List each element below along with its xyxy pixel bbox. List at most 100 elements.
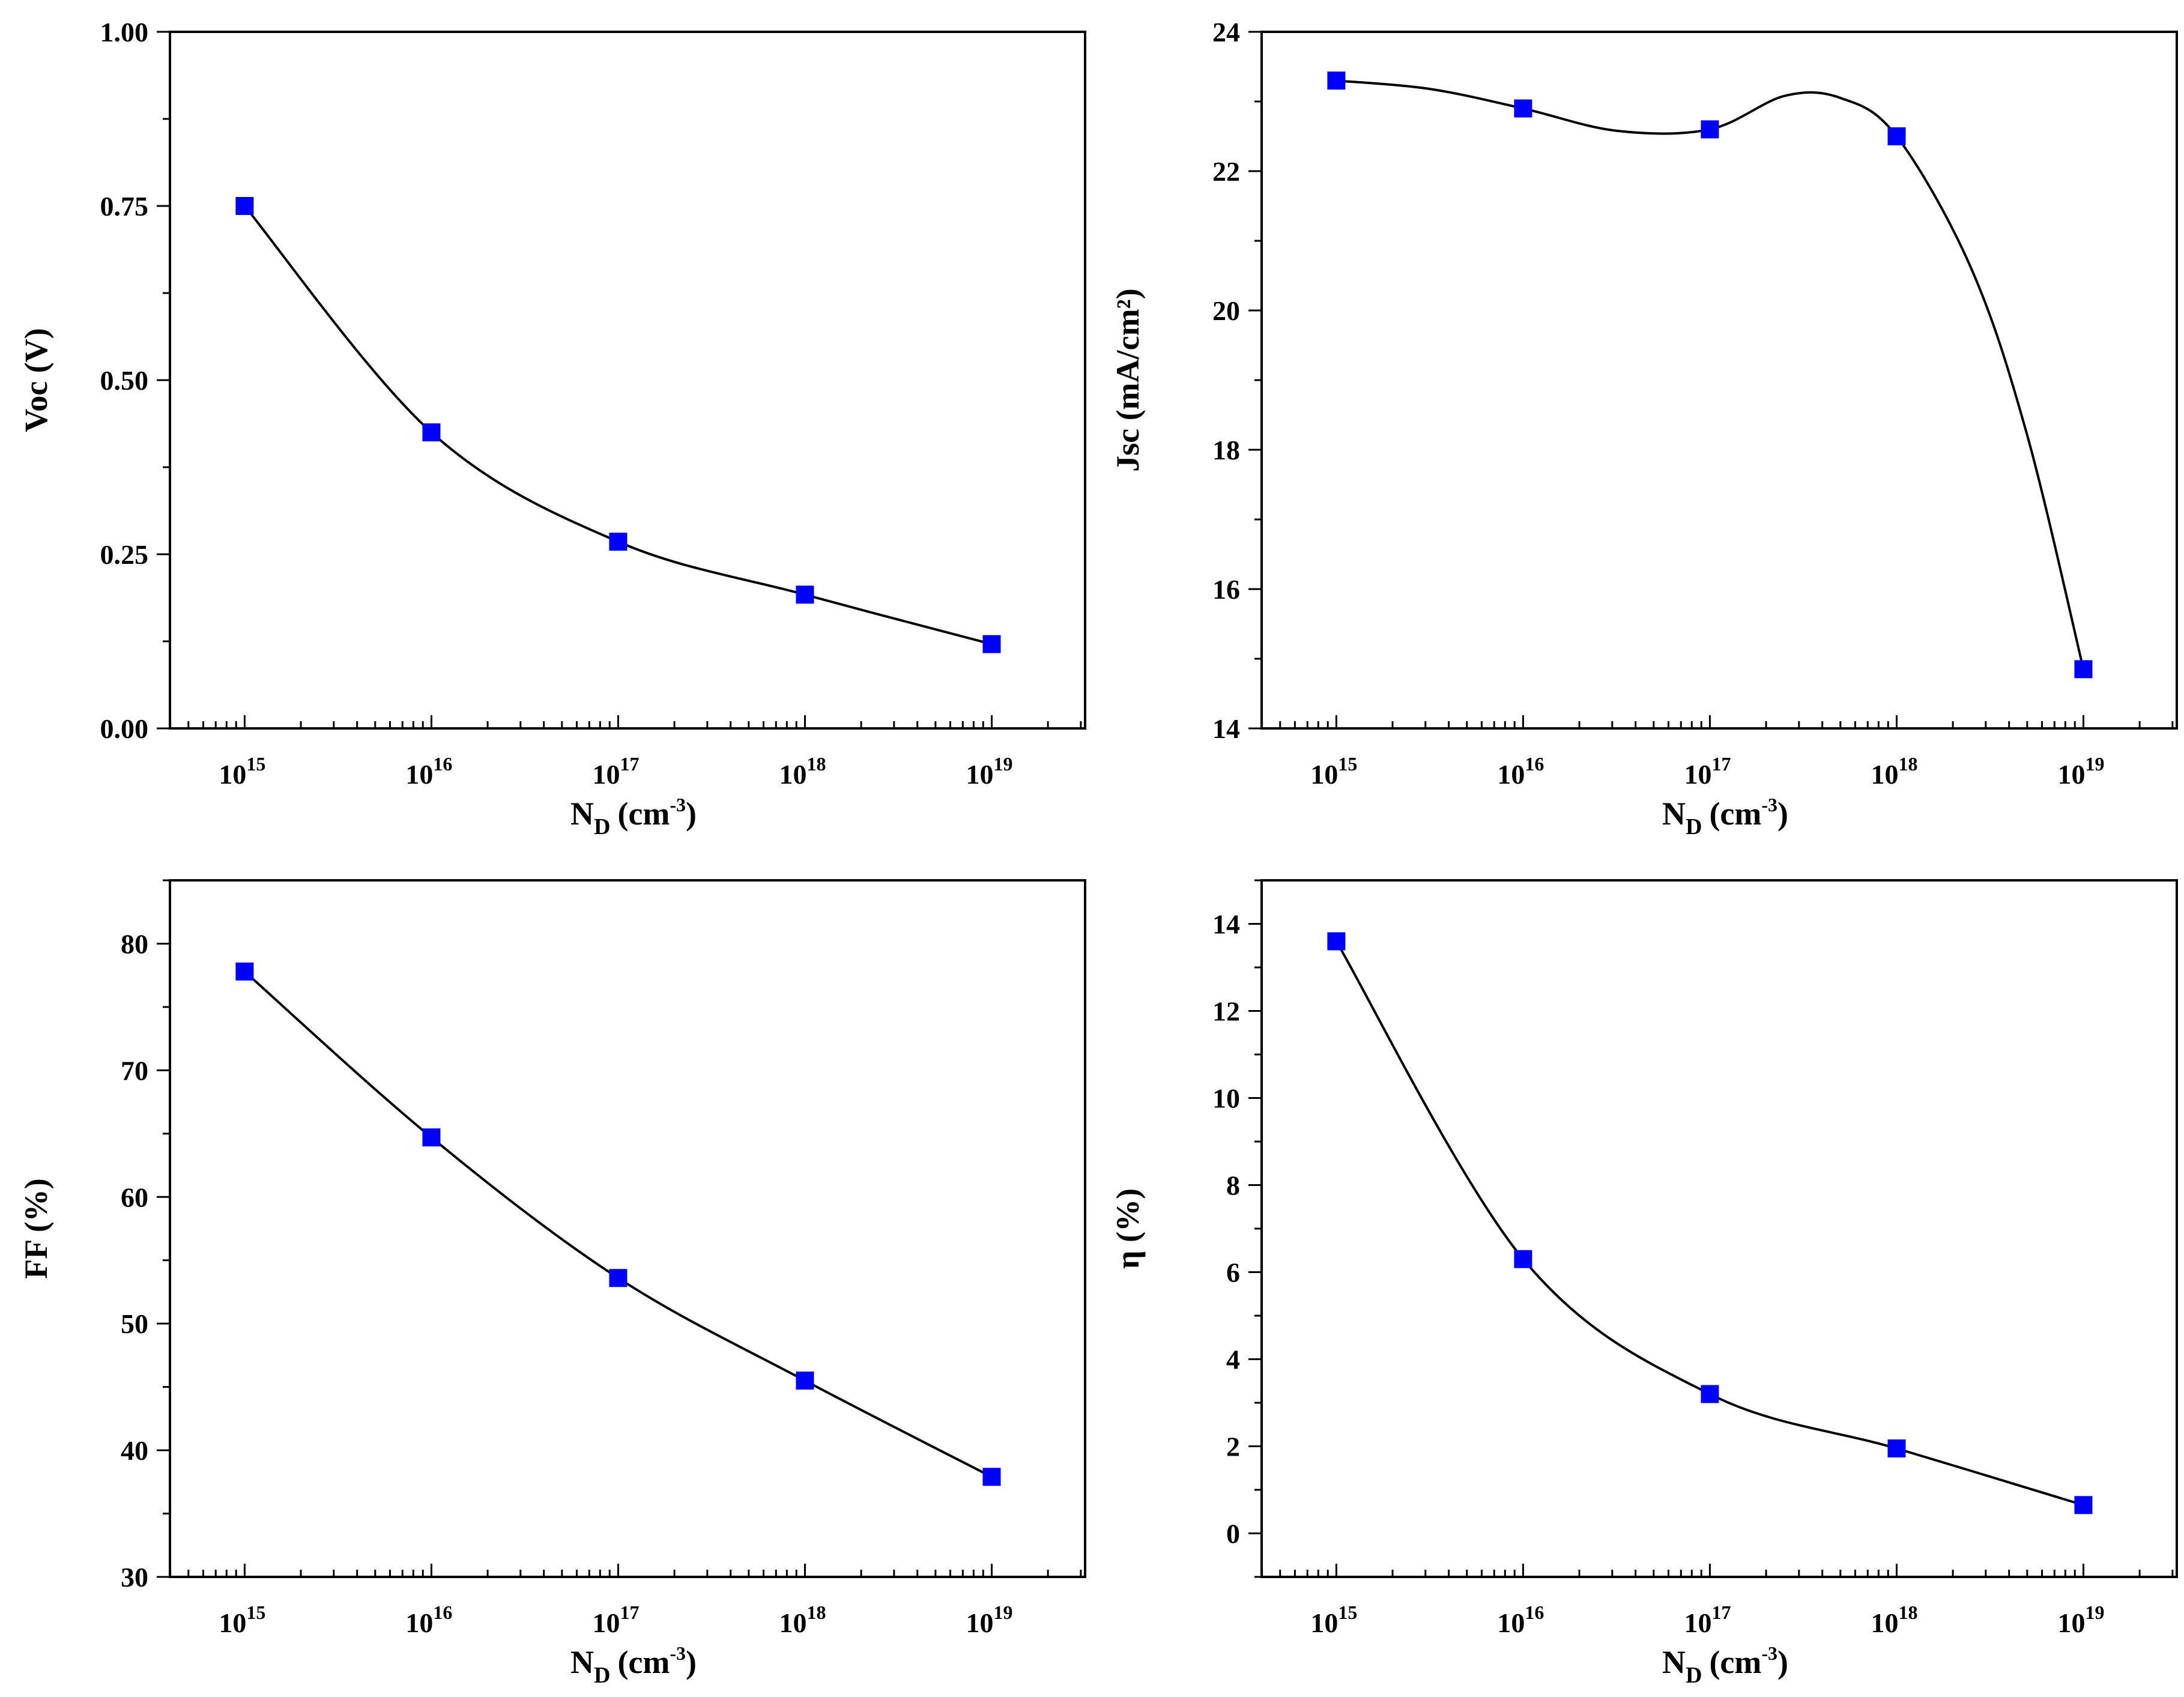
x-tick-label: 1017 (592, 1602, 639, 1638)
x-tick-exponent: 16 (433, 753, 452, 775)
data-point (1327, 71, 1346, 90)
x-tick-base: 10 (405, 1608, 433, 1638)
x-tick-exponent: 16 (433, 1602, 452, 1623)
x-tick-label: 1016 (1497, 1602, 1544, 1638)
data-point (796, 585, 814, 604)
data-markers (235, 962, 1001, 1486)
x-tick-label: 1015 (219, 1602, 265, 1638)
x-tick-base: 10 (2057, 759, 2085, 790)
x-tick-base: 10 (219, 759, 246, 790)
x-axis-title-sub: D (1686, 814, 1702, 839)
y-tick-label: 10 (1212, 1083, 1240, 1114)
x-tick-exponent: 17 (620, 1602, 639, 1623)
x-tick-base: 10 (1684, 1608, 1711, 1638)
y-axis-ticks (157, 31, 170, 730)
plot-frame (1260, 31, 2178, 730)
x-axis-title-main: N (570, 796, 594, 832)
x-axis-title: ND (cm-3) (570, 794, 697, 839)
data-point (235, 962, 254, 981)
x-tick-exponent: 18 (1898, 1602, 1917, 1623)
data-point (422, 1128, 441, 1147)
series-line (1336, 79, 2085, 670)
x-tick-label: 1015 (219, 753, 265, 790)
y-axis-title: Jsc (mA/cm²) (1110, 288, 1146, 472)
x-tick-exponent: 19 (993, 753, 1012, 775)
y-tick-label: 22 (1212, 156, 1240, 187)
x-axis-title-close: ) (686, 796, 697, 832)
data-point (982, 1468, 1001, 1486)
data-point (1887, 127, 1906, 145)
data-point (2074, 1496, 2093, 1514)
x-tick-exponent: 19 (993, 1602, 1012, 1623)
data-point (609, 1269, 628, 1287)
y-axis-tick-labels: 0 2 4 6 8 10 12 14 (1212, 909, 1240, 1549)
x-axis-title-sup: -3 (670, 794, 686, 815)
y-tick-label: 50 (121, 1308, 148, 1339)
x-axis-tick-labels: 1015 1016 1017 1018 1019 (1310, 753, 2104, 790)
panel-jsc: 1015 1016 1017 1018 1019 ND (cm-3) 14 16 18 20 22 24… (1092, 0, 2183, 849)
x-axis-title-close: ) (686, 1644, 697, 1680)
x-axis-title-unit: (cm (617, 1644, 670, 1680)
x-axis-ticks (1261, 1564, 2174, 1577)
y-tick-label: 14 (1212, 909, 1240, 940)
x-tick-exponent: 16 (1525, 1602, 1544, 1623)
series-line (243, 205, 993, 646)
x-axis-title-sub: D (1686, 1663, 1702, 1688)
x-axis-title: ND (cm-3) (570, 1642, 697, 1688)
y-tick-label: 12 (1212, 996, 1240, 1027)
plot-frame (169, 879, 1086, 1578)
x-tick-exponent: 17 (1711, 1602, 1731, 1623)
x-axis-ticks (169, 715, 1082, 728)
y-tick-label: 16 (1212, 574, 1240, 605)
x-tick-base: 10 (2057, 1608, 2085, 1638)
x-tick-exponent: 15 (246, 1602, 265, 1623)
x-axis-title-sup: -3 (1761, 794, 1777, 815)
x-axis-title-main: N (570, 1644, 594, 1680)
x-tick-exponent: 17 (1711, 753, 1731, 775)
y-axis-tick-labels: 14 16 18 20 22 24 (1212, 17, 1240, 744)
y-tick-label: 0.25 (100, 539, 149, 570)
y-axis-title: η (%) (1110, 1188, 1146, 1269)
x-tick-label: 1017 (1684, 1602, 1731, 1638)
y-axis-ticks (1248, 31, 1262, 730)
x-axis-tick-labels: 1015 1016 1017 1018 1019 (219, 753, 1012, 790)
panel-eta: 1015 1016 1017 1018 1019 ND (cm-3) 0 2 4 6 8 10 12 14 η… (1092, 849, 2183, 1697)
data-point (796, 1372, 814, 1390)
x-axis-ticks (169, 1564, 1082, 1577)
x-tick-label: 1018 (779, 1602, 826, 1638)
x-tick-exponent: 19 (2085, 1602, 2104, 1623)
x-tick-label: 1015 (1310, 753, 1357, 790)
y-tick-label: 70 (121, 1055, 148, 1086)
x-tick-label: 1017 (1684, 753, 1731, 790)
x-tick-label: 1015 (1310, 1602, 1357, 1638)
x-axis-title-sup: -3 (670, 1642, 686, 1664)
panel-voc: 1015 1016 1017 1018 1019 ND (cm-3) 0.00 0.25 0.50… (0, 0, 1092, 849)
x-axis-title: ND (cm-3) (1662, 794, 1788, 839)
x-tick-label: 1016 (1497, 753, 1544, 790)
x-tick-label: 1018 (1871, 753, 1917, 790)
x-tick-base: 10 (219, 1608, 246, 1638)
x-tick-exponent: 15 (246, 753, 265, 775)
x-tick-exponent: 18 (1898, 753, 1917, 775)
y-tick-label: 1.00 (100, 17, 149, 47)
y-axis-title: Voc (V) (18, 328, 54, 432)
y-tick-label: 80 (121, 928, 148, 959)
y-tick-label: 0.50 (100, 365, 149, 396)
plot-frame (169, 31, 1086, 730)
x-tick-label: 1018 (1871, 1602, 1917, 1638)
y-axis-title: FF (%) (18, 1178, 54, 1278)
x-tick-base: 10 (1871, 1608, 1898, 1638)
x-tick-label: 1016 (405, 753, 452, 790)
data-point (1514, 1250, 1532, 1268)
x-axis-tick-labels: 1015 1016 1017 1018 1019 (219, 1602, 1012, 1638)
data-point (2074, 660, 2093, 679)
y-tick-label: 40 (121, 1435, 148, 1466)
data-point (235, 197, 254, 215)
y-tick-label: 0.75 (100, 191, 149, 222)
x-tick-label: 1019 (2057, 753, 2104, 790)
data-markers (1327, 932, 2093, 1514)
x-tick-exponent: 19 (2085, 753, 2104, 775)
plot-frame (1260, 879, 2178, 1578)
x-axis-title-unit: (cm (1709, 796, 1761, 832)
x-axis-title-sub: D (594, 1663, 610, 1688)
